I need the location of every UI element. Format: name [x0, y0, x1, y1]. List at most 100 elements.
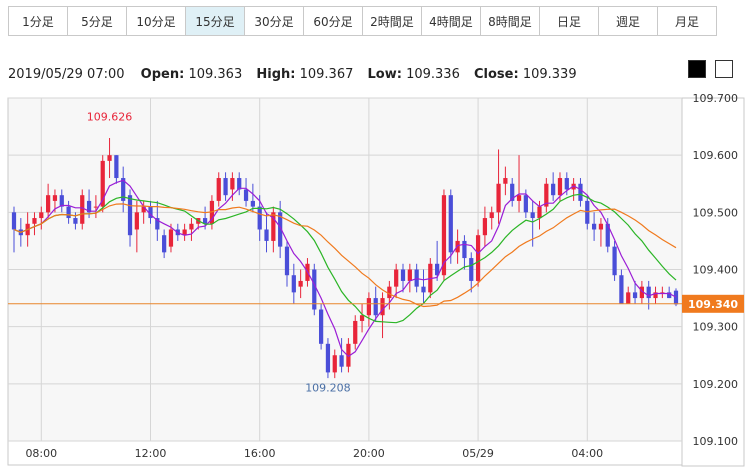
- candle-body: [237, 178, 242, 190]
- candle-body: [312, 269, 317, 310]
- y-tick-label: 109.100: [693, 435, 739, 448]
- candle-body: [189, 223, 194, 230]
- ohlc-info: 2019/05/29 07:00 Open: 109.363 High: 109…: [8, 67, 577, 82]
- tab-3[interactable]: 15分足: [186, 7, 245, 35]
- light-theme-button[interactable]: [715, 60, 733, 78]
- candle-body: [32, 218, 37, 224]
- low-value: 109.336: [406, 67, 460, 82]
- y-axis-panel: [681, 97, 745, 467]
- high-annotation: 109.626: [87, 110, 133, 123]
- candle-body: [216, 178, 221, 201]
- candle-body: [271, 212, 276, 241]
- candle-body: [673, 290, 679, 305]
- candle-body: [121, 178, 126, 201]
- tab-0[interactable]: 1分足: [9, 7, 68, 35]
- candle-body: [564, 178, 569, 190]
- candle-body: [325, 343, 331, 373]
- candle-body: [80, 195, 85, 224]
- candle-body: [619, 275, 624, 304]
- open-value: 109.363: [188, 67, 243, 82]
- candle-body: [73, 218, 78, 224]
- candle-body: [291, 275, 296, 293]
- candle-body: [359, 315, 365, 321]
- candle-body: [223, 178, 228, 196]
- candle-body: [230, 178, 235, 190]
- candle-body: [39, 212, 44, 219]
- candle-body: [264, 229, 269, 241]
- candle-body: [11, 212, 17, 230]
- candle-body: [373, 298, 378, 316]
- candle-body: [243, 189, 249, 201]
- timeframe-tabs: 1分足 5分足 10分足 15分足 30分足 60分足 2時間足 4時間足 8時間足 日足 週足 月足: [8, 6, 717, 36]
- dark-theme-button[interactable]: [688, 60, 706, 78]
- candle-body: [394, 269, 399, 287]
- x-tick-label: 20:00: [353, 447, 385, 460]
- candle-body: [646, 286, 651, 299]
- candle-body: [653, 292, 658, 299]
- candle-body: [380, 298, 385, 316]
- candle-body: [250, 200, 255, 207]
- candle-body: [626, 292, 631, 304]
- high-value: 109.367: [299, 67, 354, 82]
- candle-body: [59, 195, 64, 207]
- candle-body: [114, 155, 119, 179]
- candle-body: [496, 183, 501, 213]
- candle-body: [134, 212, 139, 230]
- tab-8[interactable]: 8時間足: [481, 7, 540, 35]
- candle-body: [318, 309, 324, 344]
- candle-body: [278, 212, 283, 247]
- x-tick-label: 08:00: [25, 447, 57, 460]
- candle-body: [544, 183, 549, 207]
- candle-body: [632, 292, 638, 299]
- ma-short-line: [13, 179, 677, 358]
- open-label: Open:: [140, 67, 185, 82]
- candle-body: [421, 286, 426, 293]
- tab-6[interactable]: 2時間足: [363, 7, 422, 35]
- tab-5[interactable]: 60分足: [304, 7, 363, 35]
- candle-body: [551, 183, 556, 196]
- candle-body: [155, 218, 160, 230]
- x-axis-panel: [7, 440, 683, 466]
- candle-body: [598, 223, 604, 230]
- candle-body: [168, 229, 174, 247]
- candle-body: [407, 269, 412, 281]
- tab-4[interactable]: 30分足: [245, 7, 304, 35]
- candle-body: [387, 286, 392, 299]
- tab-11[interactable]: 月足: [658, 7, 716, 35]
- candle-body: [435, 263, 440, 276]
- candle-body: [257, 206, 262, 230]
- candle-body: [503, 178, 508, 184]
- tab-7[interactable]: 4時間足: [422, 7, 481, 35]
- candle-body: [639, 286, 644, 299]
- candle-body: [441, 195, 447, 276]
- candle-body: [462, 240, 467, 259]
- candle-body: [100, 160, 105, 207]
- candle-body: [510, 183, 515, 201]
- candle-body: [284, 246, 290, 276]
- tab-10[interactable]: 週足: [599, 7, 658, 35]
- candle-body: [557, 178, 563, 196]
- candle-body: [455, 240, 460, 253]
- candle-body: [475, 235, 481, 281]
- y-tick-label: 109.300: [693, 321, 739, 334]
- tab-2[interactable]: 10分足: [127, 7, 186, 35]
- candle-body: [660, 292, 665, 294]
- y-tick-label: 109.500: [693, 206, 739, 219]
- candle-body: [86, 200, 92, 213]
- candle-body: [366, 298, 372, 316]
- high-label: High:: [256, 67, 296, 82]
- candle-body: [605, 223, 610, 247]
- tab-9[interactable]: 日足: [540, 7, 599, 35]
- current-price-label: 109.340: [688, 298, 738, 311]
- y-tick-label: 109.700: [693, 92, 739, 105]
- candle-body: [141, 206, 146, 213]
- candle-body: [400, 269, 406, 281]
- tab-1[interactable]: 5分足: [68, 7, 127, 35]
- x-tick-label: 16:00: [244, 447, 276, 460]
- candle-body: [516, 195, 522, 201]
- candle-body: [482, 218, 488, 236]
- x-tick-label: 05/29: [462, 447, 494, 460]
- candle-body: [52, 195, 58, 201]
- x-tick-label: 12:00: [135, 447, 167, 460]
